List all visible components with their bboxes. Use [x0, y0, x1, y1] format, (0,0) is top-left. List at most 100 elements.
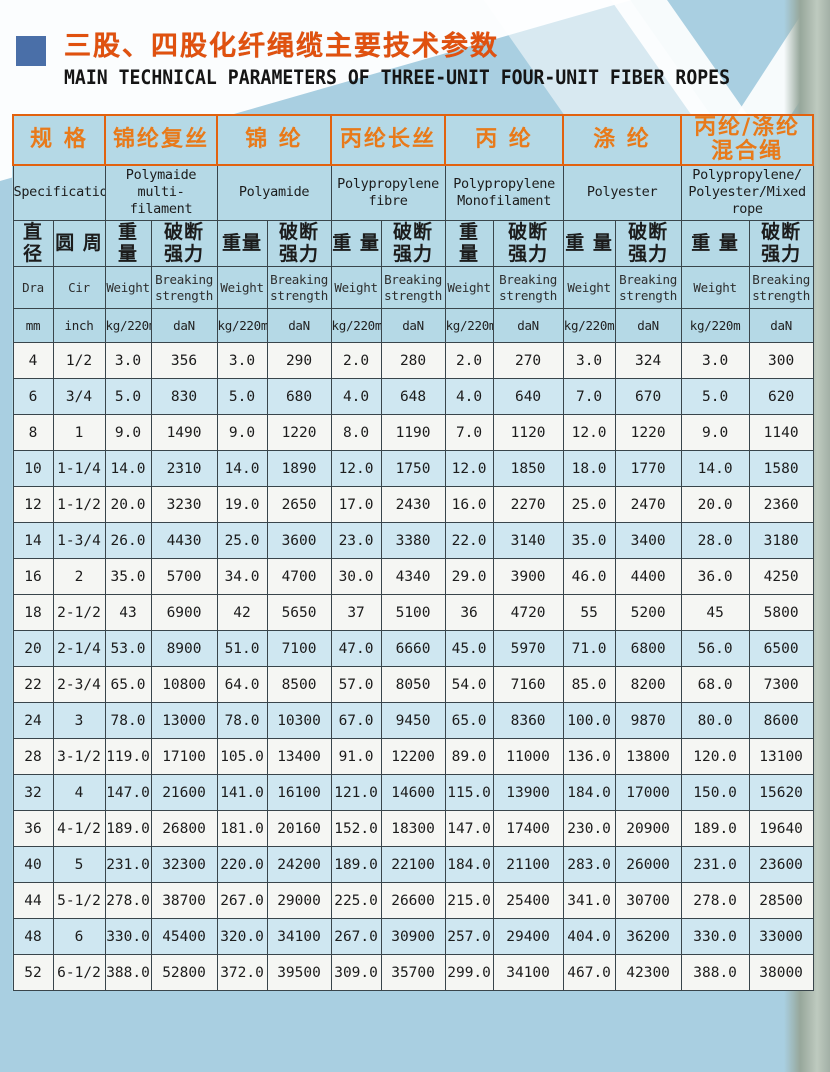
- breaking-strength-cell: 3180: [748, 522, 814, 559]
- weight-cell: 2.0: [330, 342, 382, 379]
- weight-cell: 14.0: [104, 450, 152, 487]
- weight-cell: 121.0: [330, 774, 382, 811]
- weight-cell: 8.0: [330, 414, 382, 451]
- circumference-cell: 6: [52, 918, 106, 955]
- h-unit-cell: daN: [492, 308, 564, 343]
- h-unit-cell: kg/220m: [444, 308, 494, 343]
- h-en-cell: Weight: [444, 266, 494, 309]
- breaking-strength-cell: 16100: [266, 774, 332, 811]
- breaking-strength-cell: 38000: [748, 954, 814, 991]
- weight-cell: 181.0: [216, 810, 268, 847]
- diameter-cell: 8: [12, 414, 54, 451]
- table-row: 10 1-1/4 14.0 2310 14.0 1890 12.0 1750 12.0 1850 1…: [12, 450, 814, 487]
- weight-cell: 231.0: [680, 846, 750, 883]
- weight-cell: 119.0: [104, 738, 152, 775]
- breaking-strength-cell: 22100: [380, 846, 446, 883]
- weight-cell: 2.0: [444, 342, 494, 379]
- breaking-strength-cell: 13900: [492, 774, 564, 811]
- breaking-strength-cell: 7300: [748, 666, 814, 703]
- circumference-cell: 1-1/4: [52, 450, 106, 487]
- h-unit-cell: kg/220m: [330, 308, 382, 343]
- breaking-strength-cell: 5100: [380, 594, 446, 631]
- circumference-cell: 1-3/4: [52, 522, 106, 559]
- weight-cell: 5.0: [216, 378, 268, 415]
- breaking-strength-cell: 648: [380, 378, 446, 415]
- weight-cell: 278.0: [104, 882, 152, 919]
- subheader-cn-row: 直径圆 周重 量破断 强力 重量 破断 强力重 量破断 强力重 量破断 强力重 量破…: [12, 220, 814, 267]
- circumference-cell: 1/2: [52, 342, 106, 379]
- h-cn-cell: 重 量: [444, 220, 494, 267]
- weight-cell: 388.0: [104, 954, 152, 991]
- weight-cell: 189.0: [680, 810, 750, 847]
- breaking-strength-cell: 1120: [492, 414, 564, 451]
- breaking-strength-cell: 1580: [748, 450, 814, 487]
- weight-cell: 35.0: [104, 558, 152, 595]
- weight-cell: 35.0: [562, 522, 616, 559]
- breaking-strength-cell: 9870: [614, 702, 682, 739]
- group-header-cn: 锦 纶: [216, 114, 333, 166]
- breaking-strength-cell: 8500: [266, 666, 332, 703]
- weight-cell: 330.0: [680, 918, 750, 955]
- diameter-cell: 10: [12, 450, 54, 487]
- weight-cell: 64.0: [216, 666, 268, 703]
- circumference-cell: 4: [52, 774, 106, 811]
- circumference-cell: 6-1/2: [52, 954, 106, 991]
- weight-cell: 309.0: [330, 954, 382, 991]
- weight-cell: 19.0: [216, 486, 268, 523]
- breaking-strength-cell: 26800: [150, 810, 218, 847]
- weight-cell: 299.0: [444, 954, 494, 991]
- breaking-strength-cell: 15620: [748, 774, 814, 811]
- weight-cell: 20.0: [104, 486, 152, 523]
- weight-cell: 91.0: [330, 738, 382, 775]
- breaking-strength-cell: 3400: [614, 522, 682, 559]
- breaking-strength-cell: 3600: [266, 522, 332, 559]
- weight-cell: 34.0: [216, 558, 268, 595]
- diameter-cell: 22: [12, 666, 54, 703]
- h-en-cell: Weight: [104, 266, 152, 309]
- weight-cell: 189.0: [330, 846, 382, 883]
- group-header-cn: 丙纶长丝: [330, 114, 447, 166]
- breaking-strength-cell: 14600: [380, 774, 446, 811]
- h-en-cell: Cir: [52, 266, 106, 309]
- breaking-strength-cell: 32300: [150, 846, 218, 883]
- breaking-strength-cell: 30900: [380, 918, 446, 955]
- breaking-strength-cell: 4400: [614, 558, 682, 595]
- weight-cell: 136.0: [562, 738, 616, 775]
- weight-cell: 68.0: [680, 666, 750, 703]
- breaking-strength-cell: 10800: [150, 666, 218, 703]
- weight-cell: 36: [444, 594, 494, 631]
- breaking-strength-cell: 3140: [492, 522, 564, 559]
- weight-cell: 30.0: [330, 558, 382, 595]
- breaking-strength-cell: 20160: [266, 810, 332, 847]
- weight-cell: 45.0: [444, 630, 494, 667]
- table-row: 20 2-1/4 53.0 8900 51.0 7100 47.0 6660 45.0 5970 7…: [12, 630, 814, 667]
- weight-cell: 225.0: [330, 882, 382, 919]
- breaking-strength-cell: 5800: [748, 594, 814, 631]
- group-header-en: Polypropylene Monofilament: [444, 164, 564, 221]
- breaking-strength-cell: 2310: [150, 450, 218, 487]
- weight-cell: 14.0: [216, 450, 268, 487]
- weight-cell: 278.0: [680, 882, 750, 919]
- breaking-strength-cell: 29400: [492, 918, 564, 955]
- weight-cell: 12.0: [330, 450, 382, 487]
- group-header-en: Polypropylene fibre: [330, 164, 446, 221]
- weight-cell: 388.0: [680, 954, 750, 991]
- table-row: 36 4-1/2 189.0 26800 181.0 20160 152.0 18300 147…: [12, 810, 814, 847]
- h-cn-cell: 重 量: [330, 220, 382, 267]
- spec-header-en: Specification: [12, 164, 106, 221]
- weight-cell: 71.0: [562, 630, 616, 667]
- breaking-strength-cell: 680: [266, 378, 332, 415]
- weight-cell: 25.0: [216, 522, 268, 559]
- breaking-strength-cell: 2360: [748, 486, 814, 523]
- weight-cell: 51.0: [216, 630, 268, 667]
- weight-cell: 12.0: [562, 414, 616, 451]
- weight-cell: 42: [216, 594, 268, 631]
- breaking-strength-cell: 1850: [492, 450, 564, 487]
- weight-cell: 16.0: [444, 486, 494, 523]
- h-unit-cell: daN: [150, 308, 218, 343]
- weight-cell: 147.0: [444, 810, 494, 847]
- breaking-strength-cell: 1770: [614, 450, 682, 487]
- table-row: 12 1-1/2 20.0 3230 19.0 2650 17.0 2430 16.0 2270 2…: [12, 486, 814, 523]
- breaking-strength-cell: 17400: [492, 810, 564, 847]
- breaking-strength-cell: 26000: [614, 846, 682, 883]
